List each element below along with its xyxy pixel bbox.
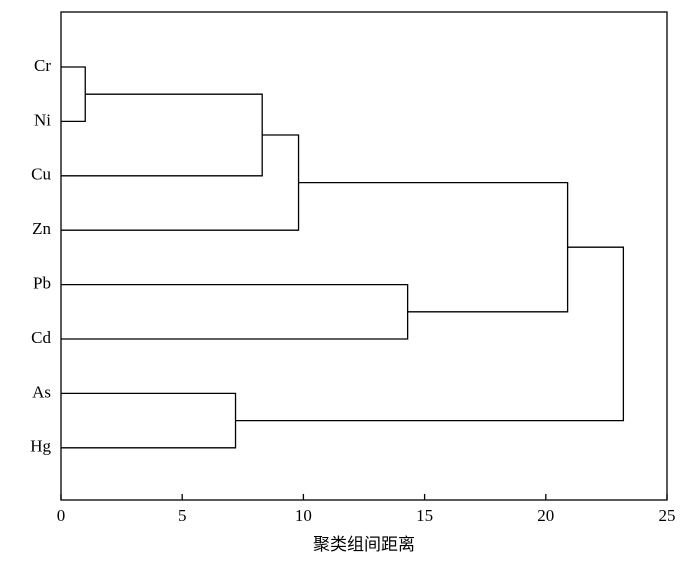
x-axis-label: 聚类组间距离 <box>313 535 415 554</box>
leaf-label: Pb <box>33 274 51 293</box>
leaf-label: Zn <box>32 219 51 238</box>
dendrogram-link <box>298 181 569 313</box>
dendrogram-link <box>61 283 409 340</box>
plot-frame <box>60 11 668 501</box>
leaf-label: Cr <box>34 56 51 75</box>
dendrogram-link <box>61 66 86 123</box>
dendrogram-link <box>61 134 300 231</box>
leaf-label: Ni <box>34 110 51 129</box>
dendrogram-link <box>61 392 237 449</box>
x-tick-label: 20 <box>537 506 554 525</box>
leaf-label: Cu <box>31 165 51 184</box>
x-tick-label: 10 <box>295 506 312 525</box>
dendrogram-link <box>61 93 263 177</box>
dendrogram-link <box>235 246 625 422</box>
leaf-label: Cd <box>31 328 51 347</box>
x-tick-label: 25 <box>659 506 676 525</box>
x-tick-label: 15 <box>416 506 433 525</box>
x-tick-label: 5 <box>178 506 187 525</box>
leaf-label: Hg <box>30 437 51 456</box>
leaf-label: As <box>32 382 51 401</box>
x-tick-label: 0 <box>57 506 66 525</box>
